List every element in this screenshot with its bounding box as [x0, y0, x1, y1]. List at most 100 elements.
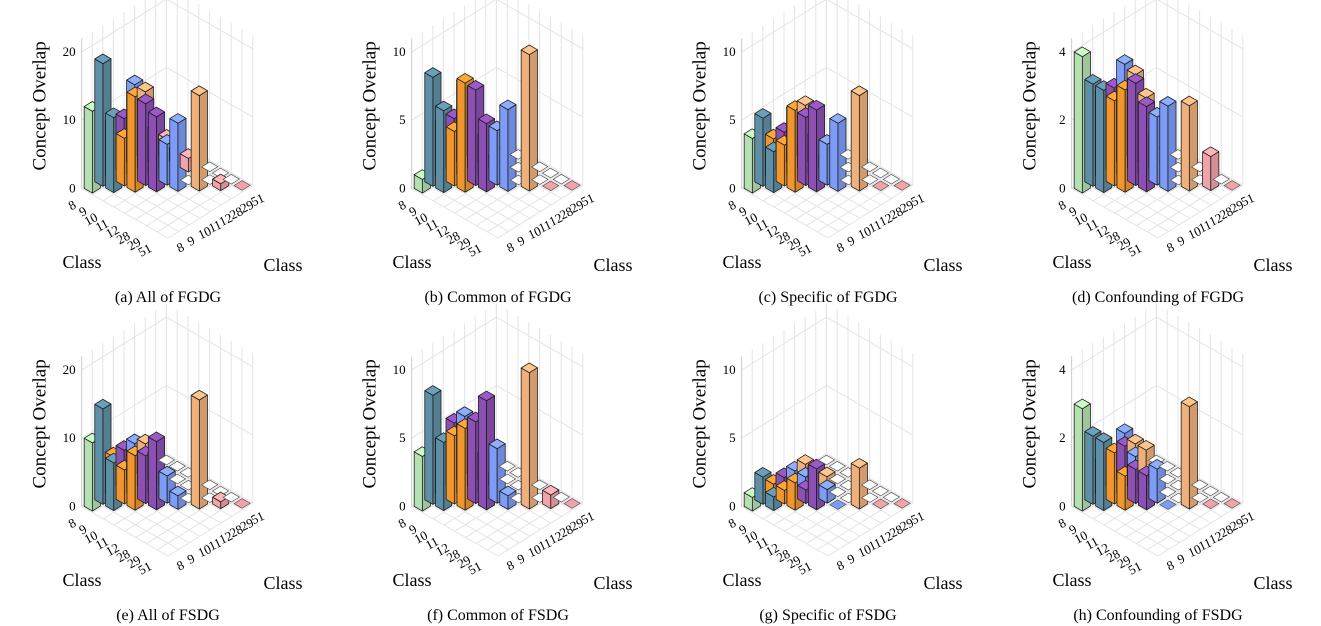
bar	[1180, 100, 1190, 192]
grid-line	[156, 178, 243, 233]
grid-line	[81, 0, 254, 53]
bar	[775, 140, 785, 187]
grid-line	[1136, 490, 1222, 545]
z-tick-label: 10	[723, 362, 736, 377]
bar	[147, 106, 166, 118]
row-tick-label: 28	[774, 228, 793, 247]
bar	[1084, 74, 1102, 85]
bar	[424, 385, 442, 396]
row-tick-label: 11	[93, 216, 111, 235]
grid-line	[816, 496, 903, 551]
bar	[1137, 440, 1155, 451]
floor-cell	[1223, 498, 1241, 509]
bar	[1095, 432, 1113, 443]
z-tick-label: 0	[399, 180, 406, 195]
bar	[850, 463, 860, 510]
grid-line	[1146, 178, 1233, 233]
floor-cell	[531, 174, 549, 185]
row-tick-label: 10	[411, 527, 430, 546]
col-tick-label: 28	[227, 203, 245, 222]
bar	[456, 423, 466, 511]
bar	[198, 394, 208, 510]
panel-caption: (h) Confounding of FSDG	[1073, 607, 1243, 624]
bar	[1180, 95, 1198, 107]
z-axis-label: Concept Overlap	[690, 41, 711, 170]
floor-cell	[498, 473, 517, 485]
bar	[858, 90, 868, 192]
col-tick-label: 12	[547, 528, 565, 547]
floor-cell	[168, 473, 187, 485]
row-tick-label: 10	[411, 209, 430, 228]
row-tick-label: 28	[1104, 546, 1123, 565]
bar	[1105, 95, 1115, 187]
floor-cell	[552, 491, 571, 503]
col-tick-label: 51	[248, 190, 266, 209]
col-tick-label: 8	[504, 557, 516, 573]
row-tick-label: 11	[1083, 216, 1101, 235]
bar	[520, 362, 538, 374]
col-tick-label: 28	[887, 521, 905, 540]
grid-line	[1157, 184, 1244, 239]
z-tick-label: 10	[393, 44, 406, 59]
grid-line	[1071, 316, 1244, 371]
bar	[754, 472, 764, 505]
bar	[136, 81, 154, 93]
bar	[169, 113, 187, 124]
bar	[477, 113, 496, 125]
col-tick-label: 29	[238, 515, 256, 534]
col-tick-label: 12	[1207, 528, 1225, 547]
panel-caption: (e) All of FSDG	[116, 607, 220, 624]
grid-line	[411, 316, 584, 371]
z-tick-label: 5	[399, 112, 406, 127]
grid-line	[1146, 496, 1233, 551]
col-tick-label: 28	[887, 203, 905, 222]
floor-cell	[1223, 180, 1241, 191]
bar	[190, 90, 200, 192]
floor-cell	[530, 161, 549, 173]
floor-cell	[563, 180, 581, 191]
grid-line	[741, 0, 914, 53]
bar	[477, 395, 487, 511]
row-axis-label: Class	[722, 570, 761, 590]
bar	[1073, 51, 1083, 194]
row-tick-label: 29	[455, 552, 474, 571]
floor-cell	[817, 454, 836, 466]
col-tick-label: 29	[568, 515, 586, 534]
row-tick-label: 10	[81, 527, 100, 546]
bar	[137, 93, 155, 105]
bar	[94, 398, 112, 410]
bar	[190, 394, 200, 510]
col-tick-label: 29	[1228, 197, 1246, 216]
floor-cell	[563, 498, 581, 509]
bar	[1073, 46, 1091, 58]
bar	[488, 438, 506, 450]
floor-cell	[1158, 486, 1177, 498]
bar	[1210, 151, 1220, 192]
col-tick-label: 51	[1238, 190, 1256, 209]
bar	[467, 85, 477, 187]
floor-cell	[1201, 498, 1220, 510]
grid-line	[806, 490, 892, 545]
floor-cell	[893, 180, 911, 191]
floor-cell	[860, 479, 879, 491]
grid-line	[1071, 384, 1244, 439]
z-tick-label: 10	[723, 44, 736, 59]
grid-line	[411, 187, 499, 239]
row-tick-label: 12	[1093, 540, 1112, 559]
bar	[1180, 401, 1190, 510]
col-tick-label: 8	[1164, 239, 1176, 255]
row-tick-label: 11	[1083, 534, 1101, 553]
z-tick-label: 10	[63, 112, 76, 127]
bar	[169, 118, 179, 192]
grid-line	[827, 184, 914, 239]
row-tick-label: 28	[1104, 228, 1123, 247]
bar	[1159, 96, 1177, 107]
floor-cell	[168, 460, 187, 472]
bar	[1159, 101, 1169, 192]
col-tick-label: 51	[908, 190, 926, 209]
bar	[807, 99, 826, 111]
bar	[488, 125, 498, 186]
col-tick-label: 10	[525, 223, 543, 242]
